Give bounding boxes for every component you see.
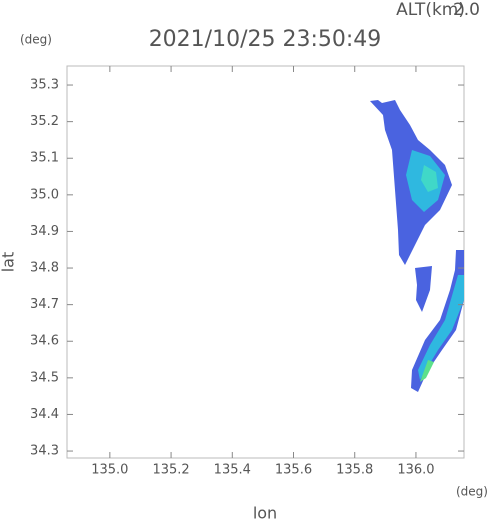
y-tick-label: 34.4	[30, 407, 59, 422]
x-axis-label: lon	[253, 504, 277, 522]
x-tick-label: 135.2	[152, 463, 189, 478]
x-tick-label: 135.6	[275, 463, 312, 478]
altitude-value: 2.0	[453, 0, 480, 20]
y-unit: (deg)	[20, 33, 52, 47]
y-axis-label: lat	[0, 252, 18, 273]
y-tick-label: 34.3	[30, 444, 59, 459]
y-tick-label: 34.8	[30, 261, 59, 276]
y-tick-label: 34.6	[30, 334, 59, 349]
y-tick-label: 34.9	[30, 224, 59, 239]
x-tick-label: 135.4	[214, 463, 251, 478]
echo	[411, 250, 464, 392]
y-tick-label: 35.0	[30, 187, 59, 202]
altitude-label: ALT(km)	[396, 0, 465, 20]
echo	[420, 360, 434, 382]
y-tick-label: 35.2	[30, 114, 59, 129]
x-tick-label: 135.8	[336, 463, 373, 478]
radar-echoes	[370, 100, 464, 392]
echo	[418, 275, 464, 380]
y-tick-label: 34.7	[30, 297, 59, 312]
echo	[421, 165, 438, 192]
x-tick-label: 136.0	[397, 463, 434, 478]
y-tick-label: 34.5	[30, 370, 59, 385]
y-tick-label: 35.3	[30, 78, 59, 93]
echo	[415, 266, 432, 312]
x-tick-label: 135.0	[91, 463, 128, 478]
x-unit: (deg)	[456, 485, 488, 499]
chart-title: 2021/10/25 23:50:49	[149, 27, 382, 52]
y-tick-label: 35.1	[30, 151, 59, 166]
